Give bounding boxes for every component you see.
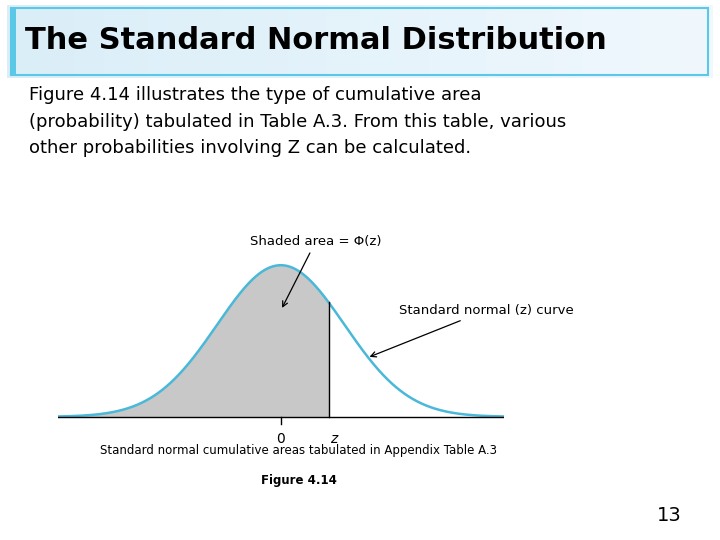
- Text: z: z: [330, 432, 338, 446]
- Text: The Standard Normal Distribution: The Standard Normal Distribution: [24, 26, 606, 55]
- Text: Standard normal cumulative areas tabulated in Appendix Table A.3: Standard normal cumulative areas tabulat…: [100, 444, 498, 457]
- Text: Figure 4.14: Figure 4.14: [261, 474, 337, 487]
- Text: 0: 0: [276, 432, 285, 446]
- Text: Figure 4.14 illustrates the type of cumulative area
(probability) tabulated in T: Figure 4.14 illustrates the type of cumu…: [29, 86, 566, 157]
- Text: 13: 13: [657, 506, 682, 525]
- Text: Shaded area = Φ(z): Shaded area = Φ(z): [250, 235, 382, 307]
- FancyBboxPatch shape: [11, 8, 17, 76]
- Text: Standard normal (z) curve: Standard normal (z) curve: [371, 304, 574, 357]
